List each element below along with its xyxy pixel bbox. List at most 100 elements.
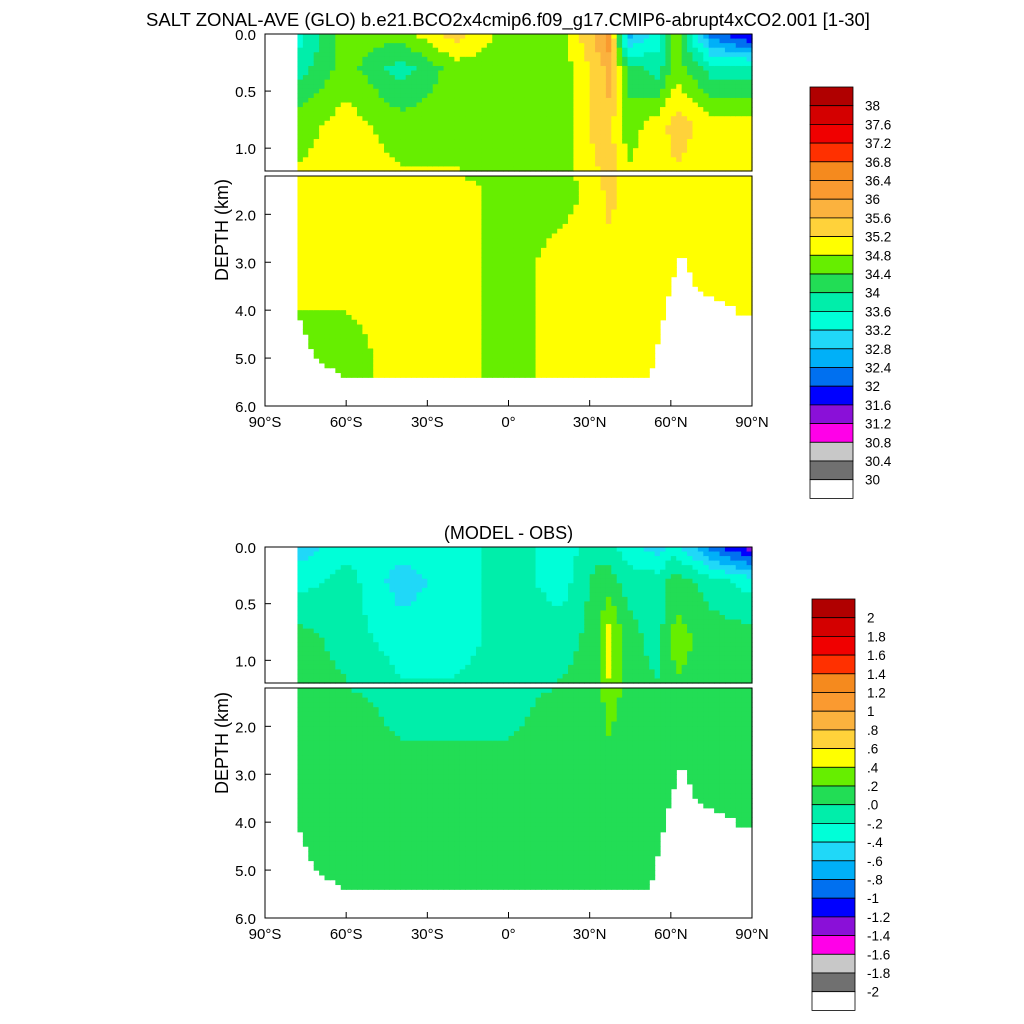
field-cell [324,176,331,182]
field-cell [438,38,445,44]
field-cell [384,134,391,140]
field-cell [416,219,423,225]
field-cell [367,116,374,122]
field-cell [627,56,634,62]
field-cell [568,102,575,108]
field-cell [351,252,358,259]
field-cell [308,199,315,206]
field-cell [535,252,542,259]
field-cell [697,43,704,49]
field-cell [486,38,493,44]
field-cell [589,334,596,340]
field-cell [513,43,520,49]
field-cell [546,190,553,196]
field-cell [578,120,585,126]
field-cell [486,97,493,104]
field-cell [405,129,412,136]
field-cell [448,334,455,340]
field-cell [340,338,347,345]
field-cell [638,161,645,168]
field-cell [351,129,358,136]
field-cell [454,84,461,90]
field-cell [687,43,694,49]
field-cell [519,47,526,53]
field-cell [470,238,477,244]
field-cell [530,190,537,196]
field-cell [394,143,401,149]
field-cell [340,372,347,378]
field-cell [589,97,596,104]
field-cell [589,52,596,58]
field-cell [632,75,639,81]
field-cell [600,358,607,364]
field-cell [411,271,418,278]
field-cell [356,199,363,206]
field-cell [562,176,569,182]
field-cell [513,180,520,187]
field-cell [524,176,531,182]
field-cell [568,291,575,297]
field-cell [605,252,612,259]
field-cell [670,52,677,58]
field-cell [335,310,342,316]
field-cell [411,310,418,316]
field-cell [340,157,347,163]
field-cell [454,334,461,340]
field-cell [681,84,688,90]
field-cell [443,252,450,259]
field-cell [373,107,380,113]
field-cell [735,157,742,163]
field-cell [378,262,385,268]
field-cell [476,348,483,354]
field-cell [470,291,477,297]
field-cell [605,338,612,345]
field-cell [443,358,450,364]
field-cell [346,157,353,163]
field-cell [324,214,331,220]
field-cell [481,102,488,108]
field-cell [335,343,342,350]
field-cell [540,295,547,302]
field-cell [492,358,499,364]
field-cell [535,93,542,99]
field-cell [605,247,612,254]
field-cell [697,102,704,108]
field-cell [470,97,477,104]
field-cell [530,143,537,149]
field-cell [378,129,385,136]
field-cell [562,116,569,122]
field-cell [302,324,309,330]
field-cell [697,143,704,149]
field-cell [362,43,369,49]
field-cell [519,223,526,230]
field-cell [346,276,353,283]
field-cell [427,319,434,326]
field-cell [660,38,667,44]
field-cell [438,97,445,104]
field-cell [519,93,526,99]
field-cell [595,209,602,215]
field-cell [356,43,363,49]
field-cell [302,195,309,201]
field-cell [519,324,526,330]
field-cell [681,38,688,44]
field-cell [649,93,656,99]
field-cell [367,233,374,239]
field-cell [513,139,520,145]
field-cell [611,134,618,140]
field-cell [508,223,515,230]
field-cell [416,319,423,326]
field-cell [313,286,320,292]
field-cell [346,319,353,326]
field-cell [540,107,547,113]
field-cell [459,157,466,163]
field-cell [643,88,650,94]
field-cell [335,52,342,58]
field-cell [335,338,342,345]
field-cell [448,152,455,158]
field-cell [438,262,445,268]
field-cell [605,314,612,321]
field-cell [432,228,439,235]
field-cell [302,102,309,108]
field-cell [367,61,374,67]
